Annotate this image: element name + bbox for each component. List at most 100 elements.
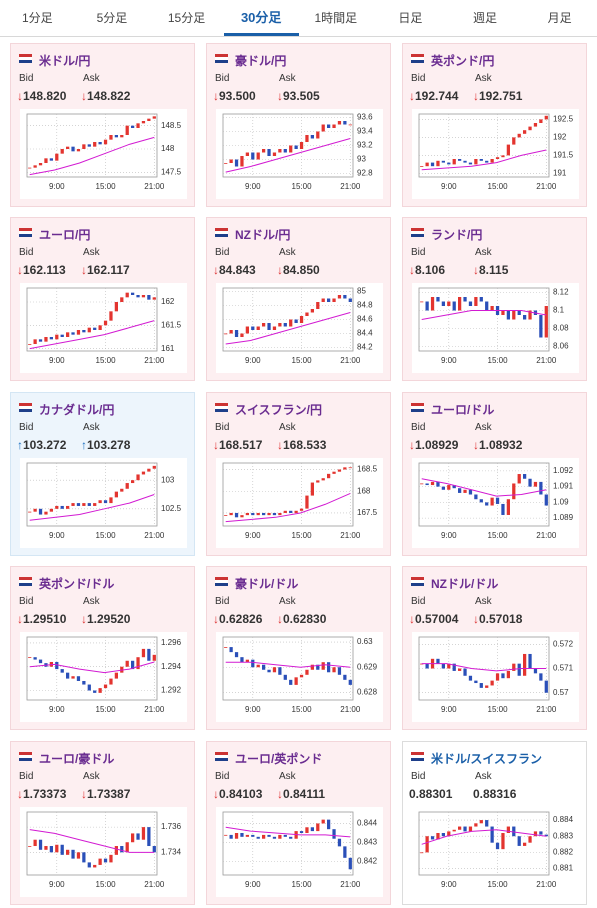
ask-label: Ask (279, 73, 296, 84)
candle (305, 135, 309, 142)
bid-value: ↓84.843 (213, 263, 256, 277)
candle (141, 649, 146, 658)
x-tick-label: 15:00 (488, 705, 509, 714)
candle (327, 298, 331, 303)
candle (283, 323, 287, 327)
rate-card[interactable]: 米ドル/円 Bid Ask ↓148.820 ↓148.822 147.5 148 148.5… (10, 43, 195, 207)
mini-chart: 0.57 0.571 0.572 9:00 15:00 21:00 (418, 636, 574, 714)
candle (240, 156, 244, 167)
y-tick-label: 191 (553, 169, 567, 178)
rate-card[interactable]: NZドル/ドル Bid Ask ↓0.57004 ↓0.57018 0.57 0.571 0.… (402, 566, 587, 731)
candle (125, 125, 129, 135)
candle (71, 332, 75, 336)
x-tick-label: 21:00 (536, 531, 557, 540)
y-tick-label: 84.6 (357, 315, 373, 324)
timeframe-tab[interactable]: 月足 (547, 11, 572, 25)
candle (224, 333, 228, 335)
candle (60, 505, 64, 509)
candle (33, 657, 37, 660)
candle (447, 162, 451, 165)
candle (141, 471, 146, 475)
rate-card[interactable]: ユーロ/英ポンド Bid Ask ↓0.84103 ↓0.84111 0.842 0.843… (206, 740, 391, 905)
rate-card[interactable]: カナダドル/円 Bid Ask ↑103.272 ↑103.278 102.5 103 9:0… (10, 391, 195, 556)
bid-price: 1.08929 (415, 437, 459, 452)
candle (289, 319, 293, 327)
candle (495, 157, 500, 159)
candle (141, 295, 146, 298)
candle (60, 335, 64, 338)
candle (240, 657, 244, 663)
candle (272, 667, 277, 673)
rate-card[interactable]: 豪ドル/ドル Bid Ask ↓0.62826 ↓0.62830 0.628 0.629 0.… (206, 566, 391, 731)
candle (256, 152, 260, 160)
candle (420, 166, 424, 167)
candle (136, 295, 140, 298)
candle (131, 293, 135, 296)
x-tick-label: 9:00 (49, 531, 65, 540)
candle (305, 495, 309, 509)
rate-card[interactable]: NZドル/円 Bid Ask ↓84.843 ↓84.850 84.2 84.4 84.6 84… (206, 217, 391, 382)
rate-card[interactable]: ユーロ/ドル Bid Ask ↓1.08929 ↓1.08932 1.089 1.09 1.0… (402, 391, 587, 556)
candle (114, 491, 118, 498)
rate-card[interactable]: 英ポンド/ドル Bid Ask ↓1.29510 ↓1.29520 1.292 1.294 1… (10, 566, 195, 731)
flag-icon (411, 228, 424, 238)
y-tick-label: 1.296 (161, 638, 182, 647)
flag-icon (215, 228, 228, 238)
candle (71, 676, 75, 679)
chart-box: 1.089 1.09 1.091 1.092 9:00 15:00 21:00 (412, 457, 579, 548)
candle (436, 832, 440, 840)
timeframe-tab[interactable]: 1分足 (21, 11, 53, 25)
ask-label: Ask (279, 247, 296, 259)
candle (479, 683, 483, 689)
rate-card[interactable]: 米ドル/スイスフラン Bid Ask 0.88301 0.88316 0.881 0.882… (402, 740, 587, 905)
candle (283, 510, 287, 513)
rate-card[interactable]: スイスフラン/円 Bid Ask ↓168.517 ↓168.533 167.5 168 16… (206, 391, 391, 556)
candle (120, 297, 124, 303)
y-tick-label: 93.2 (357, 141, 373, 150)
candle (131, 660, 135, 670)
ask-price: 0.62830 (283, 612, 327, 627)
candle (76, 149, 81, 152)
timeframe-tab[interactable]: 5分足 (96, 11, 128, 25)
candle (109, 854, 113, 862)
rate-card[interactable]: 英ポンド/円 Bid Ask ↓192.744 ↓192.751 191 191.5 192 1… (402, 43, 587, 207)
y-tick-label: 191.5 (553, 151, 574, 160)
candle (229, 512, 233, 515)
rate-card[interactable]: ランド/円 Bid Ask ↓8.106 ↓8.115 8.06 8.08 8.1 8.12 9:… (402, 217, 587, 382)
candle (479, 819, 483, 823)
candle (327, 473, 331, 479)
candle (332, 124, 336, 128)
candle (348, 857, 352, 869)
candle (501, 155, 505, 158)
rate-card[interactable]: 豪ドル/円 Bid Ask ↓93.500 ↓93.505 92.8 93 93.2 93.4 9… (206, 43, 391, 207)
bid-value: ↓148.820 (17, 89, 66, 103)
y-tick-label: 85 (357, 287, 366, 296)
bid-label: Bid (411, 73, 426, 84)
moving-average (29, 661, 155, 674)
timeframe-tab[interactable]: 日足 (398, 11, 423, 25)
mini-chart: 102.5 103 9:00 15:00 21:00 (26, 462, 182, 540)
candle (125, 482, 129, 489)
timeframe-tab[interactable]: 1時間足 (314, 11, 358, 25)
candle (517, 835, 521, 846)
candle (501, 503, 505, 515)
ask-price: 0.84111 (283, 786, 326, 801)
direction-arrow: ↓ (81, 89, 87, 103)
rate-card[interactable]: ユーロ/円 Bid Ask ↓162.113 ↓162.117 161 161.5 162 9:… (10, 217, 195, 382)
chart-box: 1.292 1.294 1.296 9:00 15:00 21:00 (20, 632, 187, 723)
candle (44, 511, 48, 515)
candle (82, 330, 86, 333)
timeframe-tab[interactable]: 週足 (473, 11, 498, 25)
timeframe-tab[interactable]: 15分足 (167, 11, 206, 25)
y-tick-label: 1.734 (161, 847, 182, 856)
candle (93, 142, 97, 147)
bid-value: ↓1.73373 (17, 787, 66, 801)
moving-average (29, 136, 155, 176)
plot-frame (222, 113, 354, 178)
candle (299, 142, 304, 149)
timeframe-tab[interactable]: 30分足 (223, 0, 299, 36)
ask-price: 0.88316 (473, 786, 517, 801)
rate-card[interactable]: ユーロ/豪ドル Bid Ask ↓1.73373 ↓1.73387 1.734 1.736 9… (10, 740, 195, 905)
candle (533, 830, 538, 836)
candle (321, 819, 325, 824)
